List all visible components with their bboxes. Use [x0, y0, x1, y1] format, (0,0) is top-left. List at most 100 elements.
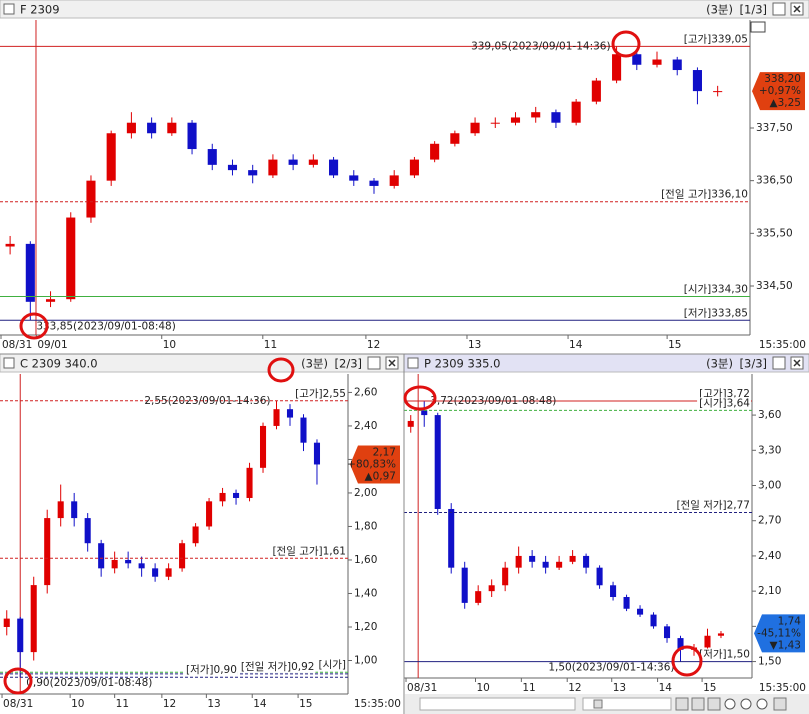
y-tick-label: 1,50: [758, 656, 781, 668]
candle-body: [248, 170, 258, 176]
ref-label-bg: [270, 545, 347, 558]
play-button[interactable]: [675, 697, 689, 711]
panel-page: [1/3]: [740, 3, 767, 17]
zoom-out-button[interactable]: [740, 698, 752, 710]
candle-body: [569, 555, 576, 562]
candle-body: [650, 614, 657, 627]
overlay: [0, 30, 809, 714]
ref-label-bg: [681, 307, 749, 320]
candle-body: [106, 133, 116, 181]
candle-body: [66, 217, 76, 300]
candle-body: [502, 567, 509, 586]
menu-button[interactable]: [773, 697, 787, 711]
candle-body: [44, 518, 51, 586]
zoom-reset-button[interactable]: [756, 698, 768, 710]
zoom-slider[interactable]: [582, 697, 672, 711]
time-label: 15:35:00: [354, 698, 401, 710]
panel-checkbox: [3, 3, 15, 15]
y-tick-label: 3,00: [758, 480, 781, 492]
x-tick-label: 15: [668, 339, 681, 351]
candle-body: [30, 585, 37, 653]
candle-body: [529, 555, 536, 562]
candle-body: [246, 467, 253, 498]
x-tick-label: 15: [703, 682, 716, 694]
panel-page: [3/3]: [740, 357, 767, 371]
ref-line-label: [고가]3,72: [699, 388, 750, 400]
y-tick-label: 1,60: [354, 554, 377, 566]
slider-thumb[interactable]: [593, 699, 603, 709]
highlight-circle: [3, 667, 33, 695]
candle-body: [3, 618, 10, 627]
close-icon: [793, 359, 801, 367]
candle-body: [273, 409, 280, 426]
candle-body: [125, 559, 132, 564]
candle-body: [407, 420, 414, 427]
candle-body: [430, 143, 440, 160]
candle-body: [717, 633, 725, 636]
y-tick-label: 335,50: [756, 227, 793, 239]
candle-body: [637, 608, 644, 615]
candle-body: [612, 54, 622, 81]
candle-body: [227, 164, 238, 171]
ref-line-label: [저가]333,85: [684, 307, 748, 319]
y-tick-label: 3,60: [758, 409, 781, 421]
time-label: 15:35:00: [759, 339, 806, 351]
annotation: 1,50(2023/09/01-14:36): [548, 662, 674, 674]
candle-body: [692, 70, 702, 92]
current-change: ▲0,97: [365, 470, 396, 482]
close-icon: [388, 359, 396, 367]
current-price-box: [754, 614, 805, 653]
panel-page: [2/3]: [335, 357, 362, 371]
candle-body: [632, 54, 642, 65]
y-tick-label: 1,00: [354, 654, 377, 666]
plot: [5, 20, 723, 335]
candle-body: [126, 122, 136, 134]
y-tick-label: 2,40: [758, 550, 781, 562]
ref-label-bg: [681, 283, 749, 296]
x-tick-label: 10: [71, 698, 84, 710]
pause-button[interactable]: [691, 697, 705, 711]
ref-line-label: [고가]2,55: [295, 388, 346, 400]
candle-body: [672, 59, 682, 71]
candle-body: [300, 417, 307, 443]
x-tick-label: 09/01: [37, 339, 67, 351]
ref-label-bg: [316, 659, 347, 672]
x-tick-label: 13: [468, 339, 481, 351]
candle-body: [179, 543, 186, 569]
x-tick-label: 08/31: [407, 682, 437, 694]
candle-body: [677, 638, 684, 650]
x-tick-label: 13: [613, 682, 626, 694]
candle-body: [165, 568, 172, 577]
candle-body: [623, 597, 630, 609]
scrollbar[interactable]: [419, 697, 576, 711]
window-button[interactable]: [772, 356, 786, 370]
y-tick-label: 334,50: [756, 280, 793, 292]
ref-line-label: [시가]334,30: [684, 284, 748, 296]
candle-body: [17, 618, 24, 653]
candle-body: [556, 561, 563, 568]
current-price: 1,74: [778, 615, 802, 627]
x-tick-label: 14: [659, 682, 673, 694]
window-button[interactable]: [772, 2, 786, 16]
candle-body: [288, 159, 298, 165]
ref-label-bg: [293, 387, 347, 400]
ref-line-label: [전일 저가]2,77: [676, 499, 750, 512]
stop-button[interactable]: [707, 697, 721, 711]
candle-body: [86, 180, 96, 218]
current-price: 338,20: [764, 73, 801, 85]
current-change: ▼1,43: [770, 639, 801, 651]
candle-body: [233, 492, 240, 498]
window-button[interactable]: [367, 356, 381, 370]
zoom-in-button[interactable]: [724, 698, 736, 710]
x-tick-label: 15: [299, 698, 312, 710]
ref-line-label: [저가]0,90: [186, 664, 237, 676]
ref-line-label: [전일 고가]336,10: [661, 188, 748, 201]
time-label: 15:35:00: [759, 682, 806, 694]
x-tick-label: 14: [569, 339, 583, 351]
plot: [3, 374, 321, 694]
panel-interval: (3분): [706, 3, 733, 17]
candle-body: [207, 149, 217, 165]
y-tick-label: 2,40: [354, 420, 377, 432]
candle-body: [5, 243, 15, 247]
